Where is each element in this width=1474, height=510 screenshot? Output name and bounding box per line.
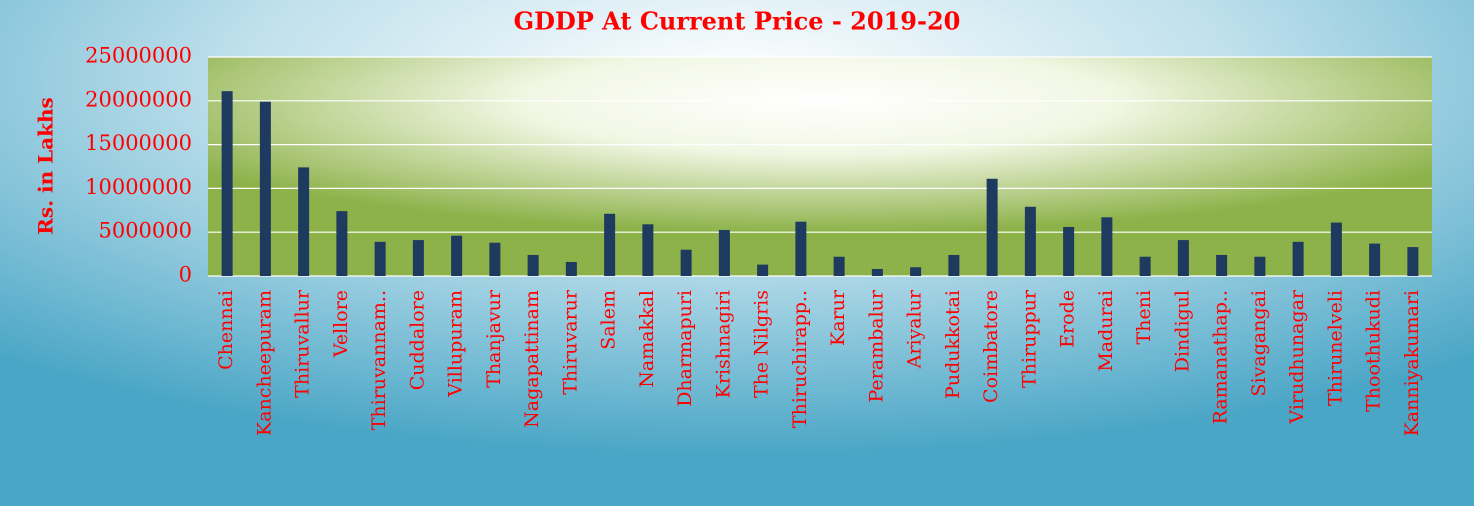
x-tick-label: Thiruvannam.. bbox=[368, 290, 390, 430]
bar bbox=[1101, 217, 1113, 276]
x-tick-label: Thiruvarur bbox=[559, 289, 581, 395]
bar bbox=[1177, 240, 1189, 276]
bar bbox=[1024, 206, 1036, 276]
plot-area bbox=[208, 57, 1432, 276]
bar bbox=[336, 211, 348, 276]
chart-title: GDDP At Current Price - 2019-20 bbox=[514, 7, 961, 36]
x-tick-label: Thiruppur bbox=[1018, 289, 1040, 388]
y-axis-label: Rs. in Lakhs bbox=[34, 97, 58, 235]
y-tick-label: 10000000 bbox=[85, 175, 192, 199]
bar bbox=[527, 254, 539, 276]
x-tick-label: Sivagangai bbox=[1248, 290, 1270, 396]
bar bbox=[1330, 222, 1342, 276]
x-tick-label: Virudhunagar bbox=[1286, 289, 1308, 424]
x-tick-label: Madurai bbox=[1095, 290, 1117, 372]
x-tick-label: Thiruchirapp.. bbox=[789, 290, 811, 428]
x-tick-label: Krishnagiri bbox=[712, 290, 734, 398]
bar bbox=[986, 178, 998, 276]
y-tick-label: 20000000 bbox=[85, 87, 192, 111]
x-tick-label: Dindigul bbox=[1171, 290, 1193, 372]
bar bbox=[1292, 241, 1304, 276]
x-tick-label: Thanjavur bbox=[483, 289, 505, 388]
x-tick-label: Thoothukudi bbox=[1363, 290, 1385, 412]
x-tick-label: Namakkal bbox=[636, 290, 658, 388]
bar bbox=[451, 235, 463, 276]
bar bbox=[948, 254, 960, 276]
y-tick-label: 15000000 bbox=[85, 131, 192, 155]
x-tick-label: Salem bbox=[598, 290, 620, 350]
x-tick-label: Perambalur bbox=[865, 289, 887, 402]
bar bbox=[1216, 254, 1228, 276]
x-tick-label: Kancheepuram bbox=[253, 290, 275, 436]
bar bbox=[871, 268, 883, 276]
bar bbox=[412, 240, 424, 276]
bar bbox=[757, 264, 769, 276]
bar bbox=[1139, 256, 1151, 276]
bar bbox=[1254, 256, 1266, 276]
bar bbox=[565, 261, 577, 276]
x-tick-label: Vellore bbox=[330, 290, 352, 358]
bar bbox=[680, 249, 692, 276]
bar bbox=[1407, 247, 1419, 276]
x-tick-label: Chennai bbox=[215, 290, 237, 370]
bar bbox=[221, 91, 233, 276]
x-tick-label: Erode bbox=[1057, 290, 1079, 348]
x-tick-label: Ramanathap.. bbox=[1210, 290, 1232, 424]
bar bbox=[910, 267, 922, 276]
y-tick-label: 25000000 bbox=[85, 44, 192, 68]
x-tick-label: Ariyalur bbox=[904, 289, 926, 369]
y-tick-label: 0 bbox=[179, 263, 192, 287]
x-tick-label: Karur bbox=[827, 289, 849, 346]
bar bbox=[795, 221, 807, 276]
bar bbox=[833, 256, 845, 276]
x-tick-label: Theni bbox=[1133, 290, 1155, 344]
x-tick-label: Coimbatore bbox=[980, 290, 1002, 403]
bar bbox=[718, 230, 730, 276]
x-tick-label: Pudukkotai bbox=[942, 290, 964, 399]
y-tick-label: 5000000 bbox=[98, 219, 192, 243]
x-tick-label: Thiruvallur bbox=[292, 289, 314, 398]
bar bbox=[1369, 243, 1381, 276]
x-tick-label: Villupuram bbox=[445, 290, 467, 398]
x-tick-label: Kanniyakumari bbox=[1401, 290, 1423, 436]
x-tick-label: Nagapattinam bbox=[521, 290, 543, 428]
bar bbox=[1063, 226, 1075, 276]
x-tick-label: Cuddalore bbox=[406, 290, 428, 390]
bar bbox=[374, 241, 386, 276]
bar bbox=[604, 213, 616, 276]
bar bbox=[259, 101, 271, 277]
bar bbox=[489, 242, 501, 276]
x-tick-label: Thirunelveli bbox=[1324, 290, 1346, 406]
x-tick-label: The Nilgris bbox=[751, 290, 773, 398]
bar bbox=[642, 224, 654, 276]
bar bbox=[298, 167, 310, 276]
x-tick-label: Dharmapuri bbox=[674, 290, 696, 407]
